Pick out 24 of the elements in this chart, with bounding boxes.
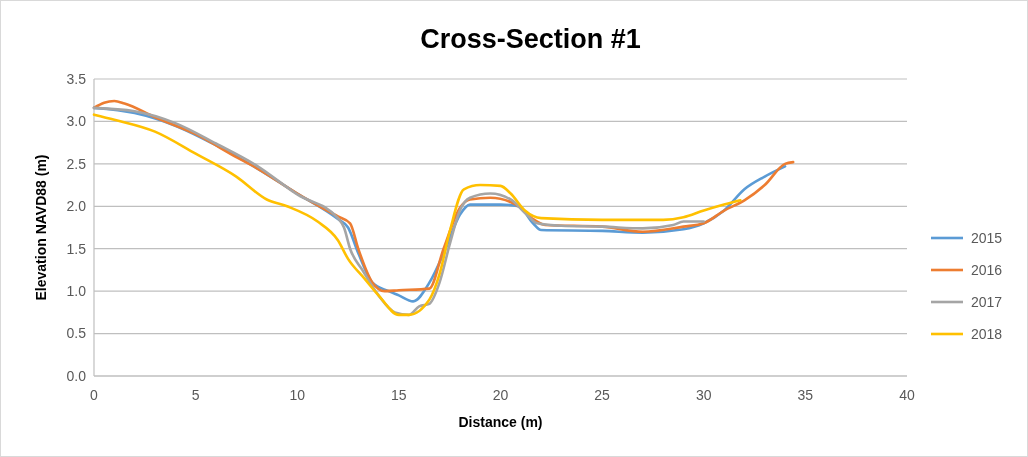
- legend-label: 2016: [971, 261, 1003, 278]
- x-axis-title: Distance (m): [458, 414, 543, 430]
- y-tick-label: 2.0: [66, 198, 87, 215]
- x-tick-label: 30: [695, 387, 712, 403]
- y-tick-label: 0.0: [66, 367, 87, 384]
- legend-label: 2018: [971, 325, 1003, 342]
- y-tick-label: 1.5: [66, 240, 87, 257]
- y-tick-label: 3.5: [66, 70, 87, 87]
- x-tick-label: 35: [797, 387, 814, 403]
- x-tick-label: 25: [594, 387, 611, 403]
- y-tick-label: 2.5: [66, 155, 87, 172]
- y-tick-label: 0.5: [66, 325, 87, 342]
- x-tick-label: 10: [289, 387, 306, 403]
- x-tick-label: 0: [90, 387, 99, 403]
- x-tick-label: 40: [899, 387, 915, 403]
- x-tick-label: 5: [191, 387, 200, 403]
- y-axis-title: Elevation NAVD88 (m): [33, 154, 49, 301]
- legend-label: 2017: [971, 293, 1003, 310]
- x-tick-label: 15: [391, 387, 407, 403]
- y-tick-label: 3.0: [66, 113, 87, 130]
- x-tick-label: 20: [492, 387, 509, 403]
- legend-label: 2015: [971, 229, 1003, 246]
- chart-title: Cross-Section #1: [420, 24, 641, 54]
- y-tick-label: 1.0: [66, 283, 87, 300]
